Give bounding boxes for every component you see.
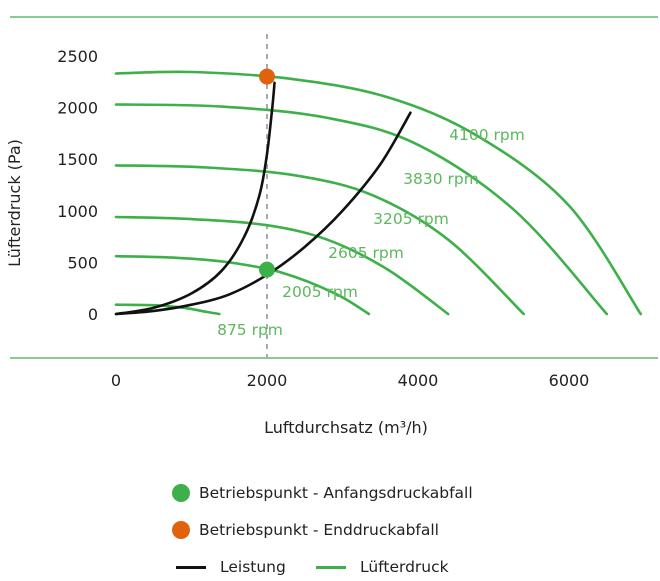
operating-point-marker: [259, 68, 275, 85]
legend-item-performance: Leistung: [176, 558, 286, 576]
fan-curve: [114, 164, 525, 316]
rpm-labels: 875 rpm 2005 rpm 2605 rpm 3205 rpm 3830 rpm 4…: [217, 126, 525, 339]
legend-label: Lüfterdruck: [360, 558, 449, 576]
legend-item-fan-pressure: Lüfterdruck: [316, 558, 449, 576]
orange-dot-icon: [172, 521, 190, 539]
y-tick-label: 2000: [57, 99, 98, 118]
legend-label: Betriebspunkt - Enddruckabfall: [199, 521, 439, 539]
rpm-label: 3830 rpm: [403, 170, 479, 188]
legend-item-initial-point: Betriebspunkt - Anfangsdruckabfall: [172, 484, 473, 502]
legend-item-final-point: Betriebspunkt - Enddruckabfall: [172, 521, 439, 539]
legend-label: Leistung: [220, 558, 286, 576]
rpm-label: 4100 rpm: [449, 126, 525, 144]
x-tick-labels: 0 2000 4000 6000: [111, 371, 589, 390]
y-tick-label: 1500: [57, 150, 98, 169]
fan-curve: [114, 103, 609, 316]
fan-curve: [114, 215, 450, 316]
system-curve: [114, 111, 412, 316]
y-tick-labels: 0 500 1000 1500 2000 2500: [57, 47, 98, 324]
x-tick-label: 0: [111, 371, 121, 390]
rpm-label: 875 rpm: [217, 321, 283, 339]
rpm-label: 2605 rpm: [328, 244, 404, 262]
green-dot-icon: [172, 484, 190, 502]
fan-curve: [114, 254, 371, 316]
fan-curve: [114, 70, 642, 316]
fan-curves: [114, 70, 642, 316]
rpm-label: 2005 rpm: [282, 283, 358, 301]
black-line-icon: [176, 565, 206, 569]
green-line-icon: [316, 565, 346, 569]
x-tick-label: 4000: [398, 371, 439, 390]
operating-points: [259, 68, 275, 278]
y-tick-label: 1000: [57, 202, 98, 221]
y-tick-label: 2500: [57, 47, 98, 66]
operating-point-marker: [259, 261, 275, 278]
x-tick-label: 6000: [549, 371, 590, 390]
rpm-label: 3205 rpm: [373, 210, 449, 228]
legend-label: Betriebspunkt - Anfangsdruckabfall: [199, 484, 473, 502]
y-tick-label: 500: [67, 253, 98, 272]
y-axis-label: Lüfterdruck (Pa): [5, 139, 24, 267]
y-tick-label: 0: [88, 305, 98, 324]
system-curves: [114, 81, 412, 316]
fan-performance-chart: 875 rpm 2005 rpm 2605 rpm 3205 rpm 3830 rpm 4…: [5, 16, 658, 437]
x-tick-label: 2000: [247, 371, 288, 390]
fan-curve: [114, 303, 221, 316]
x-axis-label: Luftdurchsatz (m³/h): [264, 418, 428, 437]
system-curve: [114, 81, 276, 316]
